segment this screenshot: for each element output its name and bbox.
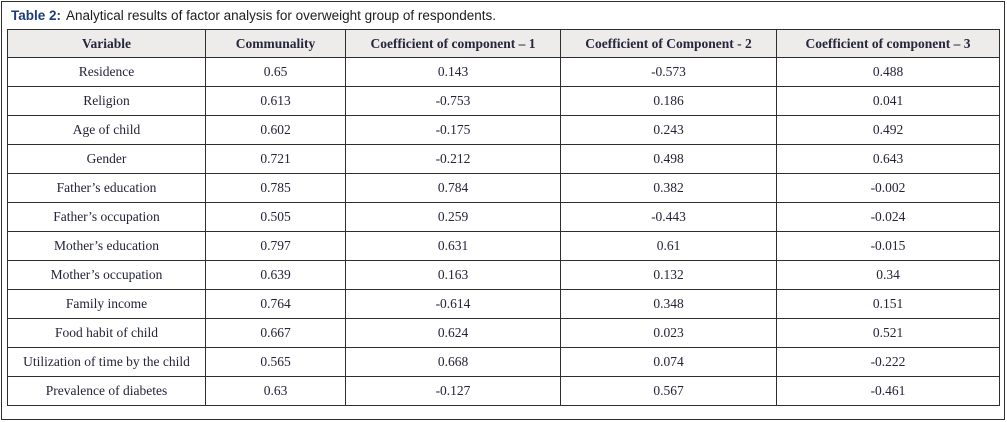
cell-component-1: -0.212 — [345, 144, 561, 174]
table-caption-text: Analytical results of factor analysis fo… — [66, 8, 496, 23]
cell-variable: Food habit of child — [7, 318, 206, 348]
cell-component-3: -0.461 — [776, 376, 1000, 406]
column-header-component-2: Coefficient of Component - 2 — [560, 29, 777, 58]
cell-component-1: 0.163 — [345, 260, 561, 290]
cell-communality: 0.721 — [205, 144, 346, 174]
table-row: Utilization of time by the child 0.565 0… — [7, 347, 1000, 377]
table-caption-label: Table 2: — [11, 8, 62, 23]
cell-component-1: -0.753 — [345, 86, 561, 116]
cell-component-3: 0.643 — [776, 144, 1000, 174]
table-caption: Table 2: Analytical results of factor an… — [2, 2, 1004, 29]
cell-communality: 0.639 — [205, 260, 346, 290]
table-row: Age of child 0.602 -0.175 0.243 0.492 — [7, 115, 1000, 145]
cell-variable: Mother’s occupation — [7, 260, 206, 290]
factor-analysis-table: Variable Communality Coefficient of comp… — [7, 29, 1000, 406]
cell-component-2: -0.573 — [560, 57, 777, 87]
cell-communality: 0.797 — [205, 231, 346, 261]
cell-communality: 0.785 — [205, 173, 346, 203]
cell-component-2: 0.023 — [560, 318, 777, 348]
cell-variable: Age of child — [7, 115, 206, 145]
cell-component-3: 0.34 — [776, 260, 1000, 290]
cell-component-1: -0.614 — [345, 289, 561, 319]
cell-component-2: -0.443 — [560, 202, 777, 232]
cell-communality: 0.505 — [205, 202, 346, 232]
column-header-component-3: Coefficient of component – 3 — [776, 29, 1000, 58]
cell-component-2: 0.382 — [560, 173, 777, 203]
cell-variable: Prevalence of diabetes — [7, 376, 206, 406]
cell-communality: 0.63 — [205, 376, 346, 406]
cell-variable: Utilization of time by the child — [7, 347, 206, 377]
cell-component-2: 0.074 — [560, 347, 777, 377]
cell-variable: Mother’s education — [7, 231, 206, 261]
cell-communality: 0.613 — [205, 86, 346, 116]
column-header-communality: Communality — [205, 29, 346, 58]
cell-component-1: -0.175 — [345, 115, 561, 145]
header-row: Variable Communality Coefficient of comp… — [7, 29, 1000, 58]
cell-component-1: 0.259 — [345, 202, 561, 232]
cell-component-2: 0.348 — [560, 289, 777, 319]
cell-component-3: -0.015 — [776, 231, 1000, 261]
cell-component-3: 0.041 — [776, 86, 1000, 116]
cell-communality: 0.65 — [205, 57, 346, 87]
cell-variable: Father’s education — [7, 173, 206, 203]
table-row: Father’s education 0.785 0.784 0.382 -0.… — [7, 173, 1000, 203]
cell-communality: 0.667 — [205, 318, 346, 348]
cell-variable: Gender — [7, 144, 206, 174]
table-row: Gender 0.721 -0.212 0.498 0.643 — [7, 144, 1000, 174]
column-header-component-1: Coefficient of component – 1 — [345, 29, 561, 58]
cell-communality: 0.764 — [205, 289, 346, 319]
cell-component-2: 0.498 — [560, 144, 777, 174]
cell-variable: Residence — [7, 57, 206, 87]
cell-component-1: 0.784 — [345, 173, 561, 203]
cell-component-3: 0.488 — [776, 57, 1000, 87]
cell-variable: Father’s occupation — [7, 202, 206, 232]
cell-component-3: 0.151 — [776, 289, 1000, 319]
table-row: Mother’s occupation 0.639 0.163 0.132 0.… — [7, 260, 1000, 290]
table-row: Religion 0.613 -0.753 0.186 0.041 — [7, 86, 1000, 116]
table-row: Food habit of child 0.667 0.624 0.023 0.… — [7, 318, 1000, 348]
cell-component-3: -0.024 — [776, 202, 1000, 232]
table-row: Residence 0.65 0.143 -0.573 0.488 — [7, 57, 1000, 87]
cell-component-2: 0.186 — [560, 86, 777, 116]
cell-component-2: 0.567 — [560, 376, 777, 406]
table-row: Family income 0.764 -0.614 0.348 0.151 — [7, 289, 1000, 319]
cell-component-1: -0.127 — [345, 376, 561, 406]
cell-component-3: 0.492 — [776, 115, 1000, 145]
cell-variable: Family income — [7, 289, 206, 319]
cell-variable: Religion — [7, 86, 206, 116]
cell-component-3: -0.222 — [776, 347, 1000, 377]
table-row: Father’s occupation 0.505 0.259 -0.443 -… — [7, 202, 1000, 232]
table-row: Prevalence of diabetes 0.63 -0.127 0.567… — [7, 376, 1000, 406]
cell-component-3: 0.521 — [776, 318, 1000, 348]
cell-component-2: 0.132 — [560, 260, 777, 290]
cell-component-2: 0.61 — [560, 231, 777, 261]
cell-component-1: 0.624 — [345, 318, 561, 348]
cell-component-2: 0.243 — [560, 115, 777, 145]
cell-component-1: 0.668 — [345, 347, 561, 377]
table-row: Mother’s education 0.797 0.631 0.61 -0.0… — [7, 231, 1000, 261]
cell-component-1: 0.143 — [345, 57, 561, 87]
cell-communality: 0.565 — [205, 347, 346, 377]
column-header-variable: Variable — [7, 29, 206, 58]
cell-component-1: 0.631 — [345, 231, 561, 261]
cell-communality: 0.602 — [205, 115, 346, 145]
cell-component-3: -0.002 — [776, 173, 1000, 203]
